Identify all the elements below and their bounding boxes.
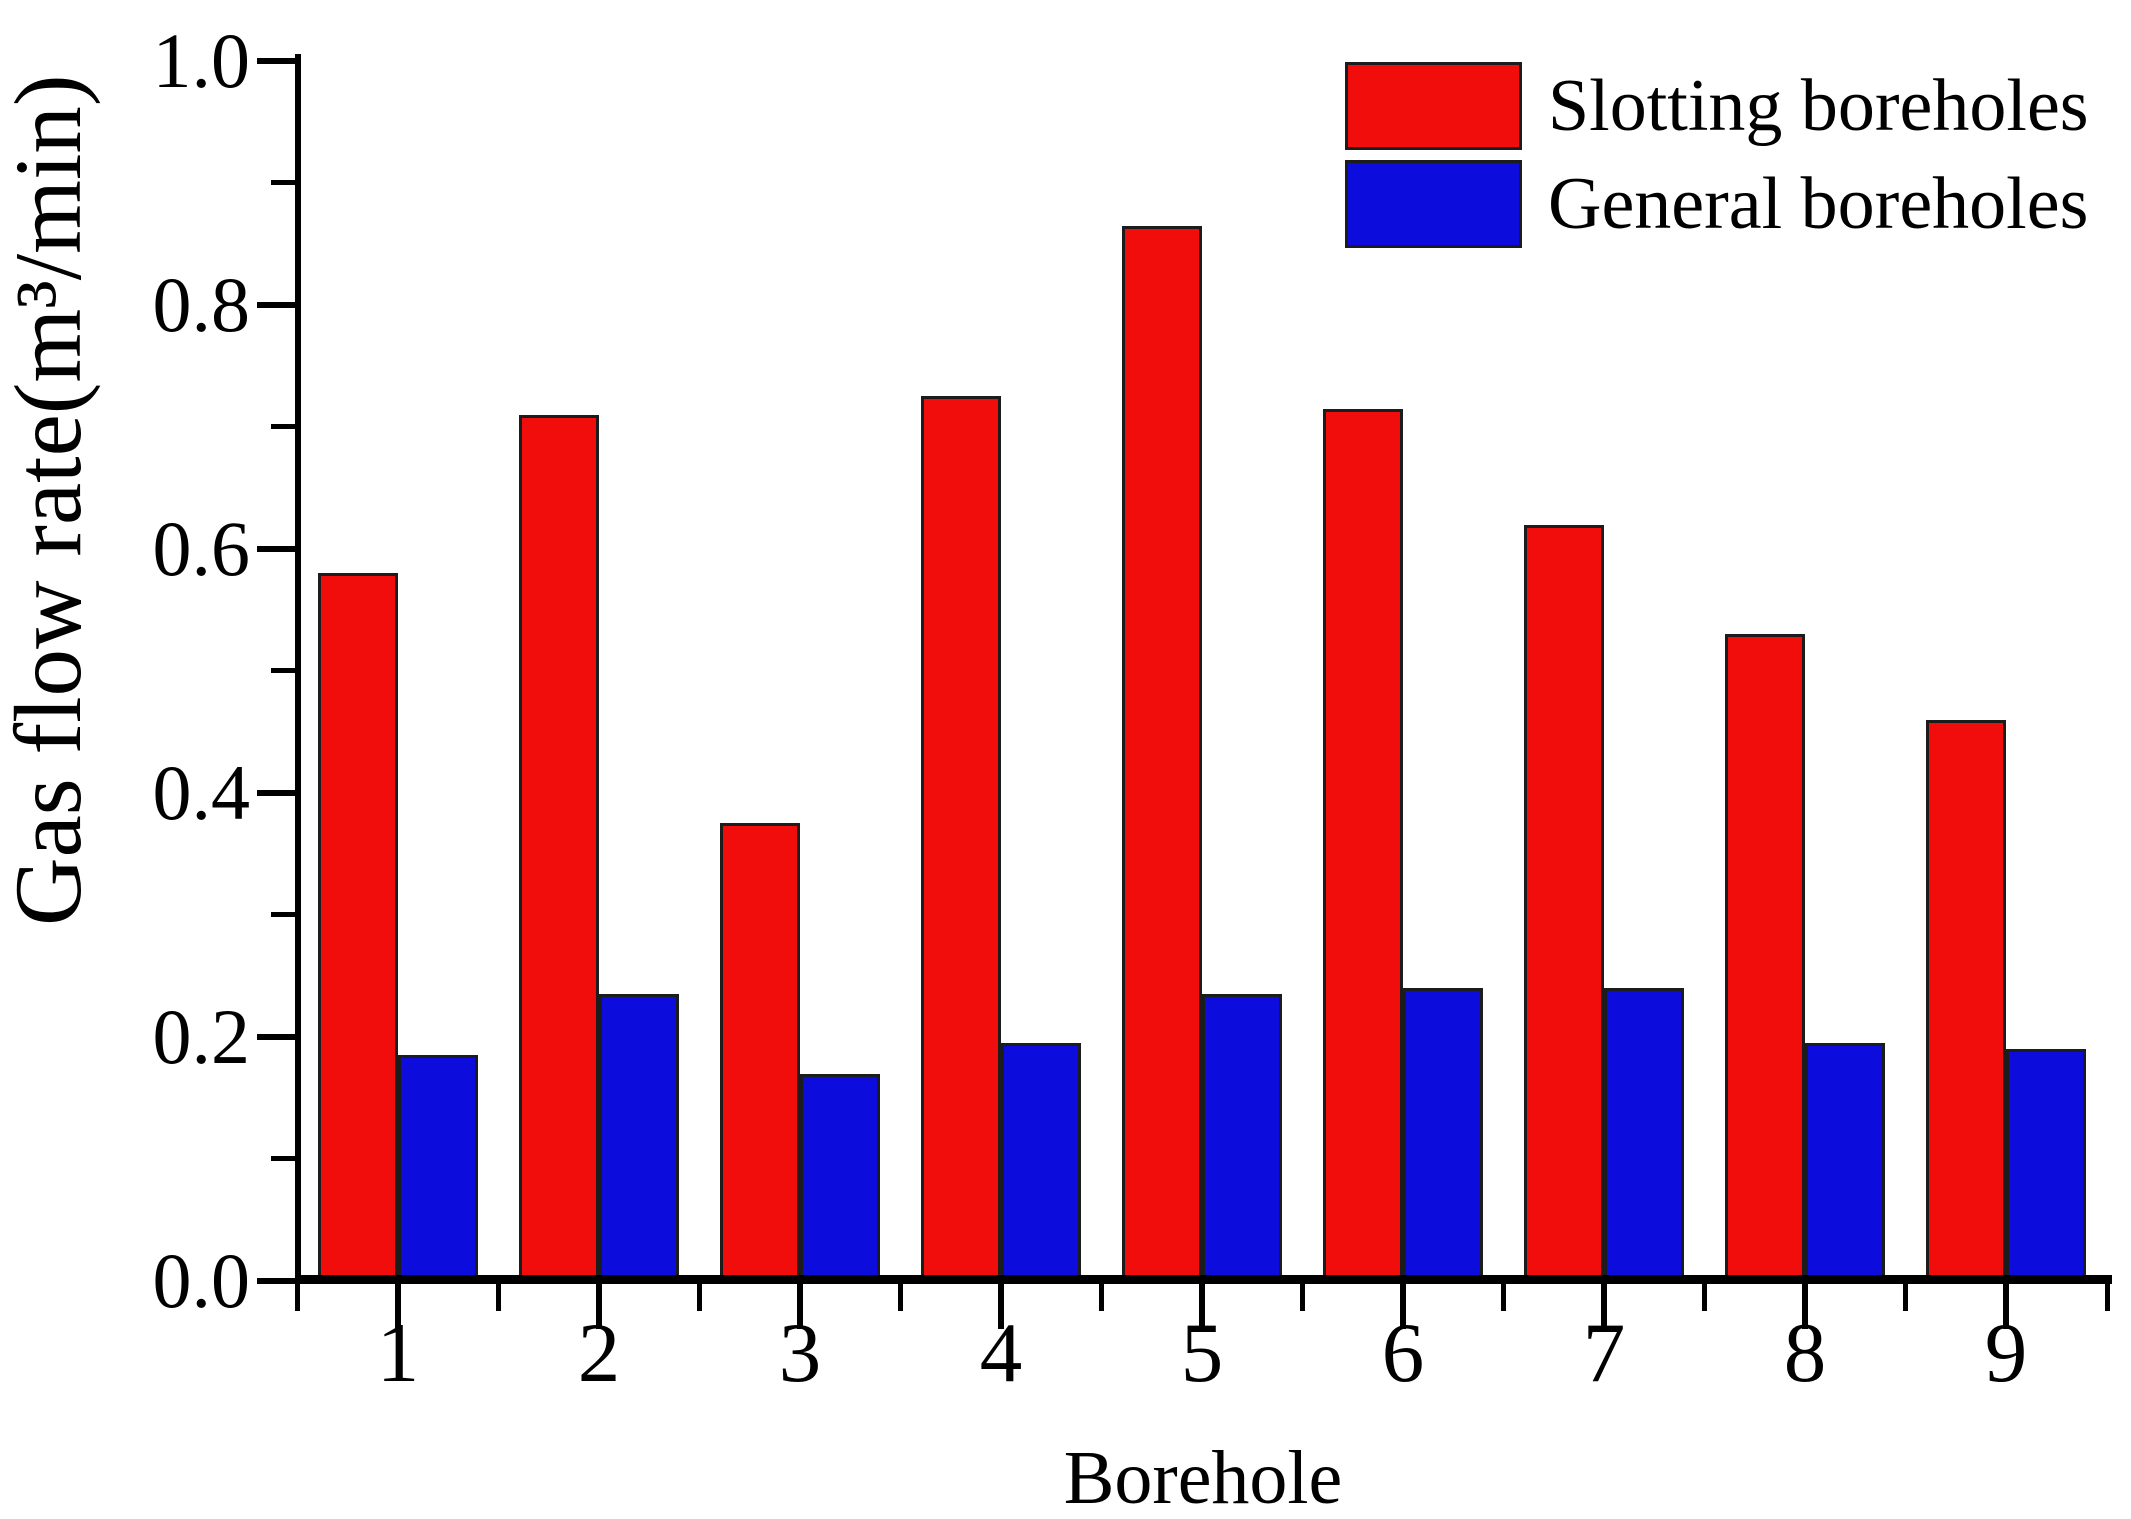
x-minor-tick bbox=[496, 1284, 501, 1311]
x-minor-tick bbox=[1501, 1284, 1506, 1311]
x-tick-label: 1 bbox=[376, 1306, 420, 1400]
x-minor-tick bbox=[697, 1284, 702, 1311]
x-tick-label: 3 bbox=[778, 1306, 822, 1400]
bar-slotting-9 bbox=[1926, 720, 2006, 1281]
x-tick-label: 7 bbox=[1582, 1306, 1626, 1400]
legend-item-general: General boreholes bbox=[1345, 160, 2088, 248]
bar-general-8 bbox=[1805, 1043, 1885, 1281]
bar-general-1 bbox=[398, 1055, 478, 1281]
bar-general-2 bbox=[599, 994, 679, 1281]
x-tick-label: 6 bbox=[1381, 1306, 1425, 1400]
y-major-tick bbox=[257, 1278, 295, 1284]
x-minor-tick bbox=[2105, 1284, 2110, 1311]
x-major-tick bbox=[1601, 1284, 1607, 1329]
y-major-tick bbox=[257, 546, 295, 552]
y-minor-tick bbox=[271, 912, 295, 917]
y-major-tick bbox=[257, 58, 295, 64]
x-minor-tick bbox=[898, 1284, 903, 1311]
x-major-tick bbox=[2003, 1284, 2009, 1329]
y-minor-tick bbox=[271, 668, 295, 673]
y-tick-label: 1.0 bbox=[152, 17, 251, 104]
legend-item-slotting: Slotting boreholes bbox=[1345, 62, 2089, 150]
x-major-tick bbox=[1802, 1284, 1808, 1329]
y-major-tick bbox=[257, 1034, 295, 1040]
bar-slotting-7 bbox=[1524, 525, 1604, 1281]
bar-slotting-3 bbox=[720, 823, 800, 1281]
legend-label-slotting: Slotting boreholes bbox=[1548, 65, 2089, 147]
x-minor-tick bbox=[1099, 1284, 1104, 1311]
y-tick-label: 0.6 bbox=[152, 505, 251, 592]
x-tick-label: 8 bbox=[1783, 1306, 1827, 1400]
x-major-tick bbox=[1400, 1284, 1406, 1329]
y-tick-label: 0.4 bbox=[152, 749, 251, 836]
x-minor-tick bbox=[1300, 1284, 1305, 1311]
bar-general-3 bbox=[800, 1074, 880, 1281]
y-minor-tick bbox=[271, 180, 295, 185]
x-tick-label: 5 bbox=[1180, 1306, 1224, 1400]
legend-label-general: General boreholes bbox=[1548, 163, 2089, 245]
x-major-tick bbox=[395, 1284, 401, 1329]
y-tick-label: 0.8 bbox=[152, 261, 251, 348]
y-tick-label: 0.2 bbox=[152, 993, 251, 1080]
y-major-tick bbox=[257, 302, 295, 308]
x-major-tick bbox=[797, 1284, 803, 1329]
bar-slotting-8 bbox=[1725, 634, 1805, 1281]
bar-general-4 bbox=[1001, 1043, 1081, 1281]
y-tick-label: 0.0 bbox=[152, 1237, 251, 1324]
x-tick-label: 2 bbox=[577, 1306, 621, 1400]
bar-slotting-6 bbox=[1323, 409, 1403, 1281]
x-major-tick bbox=[998, 1284, 1004, 1329]
y-axis-line bbox=[295, 54, 301, 1284]
bar-slotting-1 bbox=[318, 573, 398, 1281]
x-minor-tick bbox=[1702, 1284, 1707, 1311]
x-tick-label: 9 bbox=[1984, 1306, 2028, 1400]
y-major-tick bbox=[257, 790, 295, 796]
bar-slotting-4 bbox=[921, 396, 1001, 1281]
x-major-tick bbox=[596, 1284, 602, 1329]
x-axis-line bbox=[295, 1275, 2112, 1284]
legend-swatch-general bbox=[1345, 160, 1522, 248]
x-tick-label: 4 bbox=[979, 1306, 1023, 1400]
x-major-tick bbox=[1199, 1284, 1205, 1329]
y-minor-tick bbox=[271, 424, 295, 429]
bar-general-6 bbox=[1403, 988, 1483, 1281]
y-axis-title: Gas flow rate(m³/min) bbox=[0, 74, 101, 926]
y-minor-tick bbox=[271, 1156, 295, 1161]
x-minor-tick bbox=[295, 1284, 300, 1311]
bar-slotting-5 bbox=[1122, 226, 1202, 1281]
bar-general-5 bbox=[1202, 994, 1282, 1281]
x-minor-tick bbox=[1903, 1284, 1908, 1311]
x-axis-title: Borehole bbox=[1063, 1436, 1343, 1519]
bar-general-9 bbox=[2006, 1049, 2086, 1281]
legend-swatch-slotting bbox=[1345, 62, 1522, 150]
